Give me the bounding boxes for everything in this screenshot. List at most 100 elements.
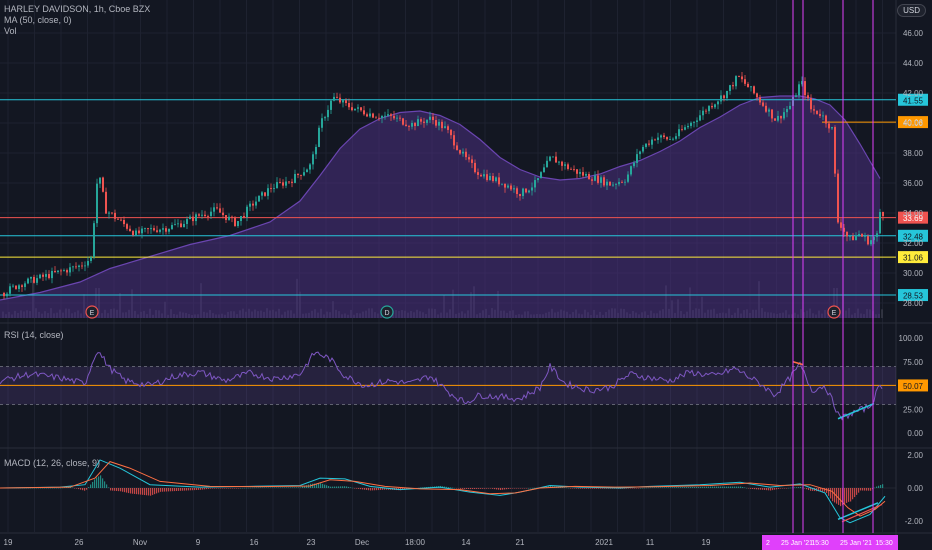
event-marker[interactable] — [827, 305, 841, 319]
macd-histogram-bar — [830, 488, 832, 499]
candle-body — [444, 126, 446, 129]
time-axis-label: Dec — [355, 538, 369, 547]
price-axis-label: 28.00 — [903, 299, 924, 308]
macd-histogram-bar — [294, 487, 296, 488]
time-badge-label: 15:30 — [811, 540, 829, 547]
macd-signal-line — [0, 461, 886, 517]
main-legend: HARLEY DAVIDSON, 1h, Cboe BZX MA (50, cl… — [4, 4, 150, 37]
macd-histogram-bar — [672, 487, 674, 488]
candle-body — [402, 118, 404, 125]
candle-body — [231, 216, 233, 218]
candle-body — [54, 270, 56, 272]
macd-trendline[interactable] — [841, 503, 883, 523]
candle-body — [132, 231, 134, 236]
macd-histogram-bar — [770, 488, 772, 491]
macd-histogram-bar — [444, 486, 446, 488]
macd-histogram-bar — [64, 487, 66, 489]
macd-histogram-bar — [586, 488, 588, 489]
candle-body — [603, 177, 605, 186]
macd-histogram-bar — [130, 488, 132, 494]
macd-legend[interactable]: MACD (12, 26, close, 9) — [4, 458, 101, 468]
candle-body — [735, 76, 737, 87]
macd-histogram-bar — [528, 487, 530, 489]
rsi-trendline[interactable] — [792, 361, 804, 366]
symbol-title[interactable]: HARLEY DAVIDSON, 1h, Cboe BZX — [4, 4, 151, 14]
candle-body — [243, 216, 245, 218]
candle-body — [783, 112, 785, 119]
vertical-markers[interactable] — [792, 0, 874, 533]
rsi-legend[interactable]: RSI (14, close) — [4, 330, 64, 340]
price-level-badge — [898, 289, 928, 302]
currency-badge[interactable]: USD — [897, 4, 926, 17]
ma-legend[interactable]: MA (50, close, 0) — [4, 15, 72, 25]
macd-histogram-bar — [232, 488, 234, 489]
macd-histogram-bar — [698, 486, 700, 488]
candle-body — [141, 228, 143, 234]
candle-body — [483, 174, 485, 177]
candle-body — [762, 102, 764, 106]
macd-trendline[interactable] — [837, 502, 879, 521]
macd-histogram-bar — [824, 488, 826, 492]
candle-body — [579, 172, 581, 174]
candle-body — [345, 100, 347, 104]
candle-body — [867, 236, 869, 245]
macd-histogram-bar — [206, 488, 208, 490]
candle-body — [807, 95, 809, 99]
macd-histogram-bar — [810, 488, 812, 491]
price-level-badge — [898, 93, 928, 106]
price-levels[interactable]: 41.55 40.06 33.69 32.48 31.06 28.53 — [0, 93, 928, 302]
macd-histogram-bar — [762, 488, 764, 490]
candle-body — [153, 228, 155, 231]
macd-histogram-bar — [138, 488, 140, 495]
candle-body — [585, 174, 587, 176]
volume-legend[interactable]: Vol — [4, 26, 17, 36]
macd-histogram-bar — [352, 487, 354, 489]
macd-histogram-bar — [638, 488, 640, 489]
candle-body — [654, 139, 656, 141]
candle-body — [636, 154, 638, 163]
candle-body — [834, 127, 836, 174]
macd-histogram-bar — [50, 487, 52, 489]
candle-body — [495, 177, 497, 182]
candle-body — [312, 154, 314, 165]
macd-histogram-bar — [304, 485, 306, 488]
price-level-badge — [898, 229, 928, 242]
macd-histogram-bar — [360, 488, 362, 490]
macd-histogram-bar — [562, 487, 564, 488]
macd-histogram-bar — [96, 477, 98, 488]
macd-histogram-bar — [516, 488, 518, 489]
macd-histogram-bar — [864, 488, 866, 491]
macd-histogram-bar — [480, 488, 482, 489]
macd-histogram-bar — [320, 483, 322, 488]
macd-histogram-bar — [350, 487, 352, 488]
macd-histogram-bar — [278, 487, 280, 488]
candle-body — [285, 181, 287, 186]
macd-histogram-bar — [706, 486, 708, 488]
event-marker[interactable] — [380, 305, 394, 319]
candle-body — [318, 127, 320, 147]
event-marker[interactable] — [85, 305, 99, 319]
rsi-trendline[interactable] — [837, 402, 875, 420]
candle-body — [180, 223, 182, 228]
macd-histogram-bar — [58, 487, 60, 489]
macd-histogram-bar — [868, 488, 870, 491]
macd-histogram-bar — [874, 487, 876, 489]
macd-histogram-bar — [804, 488, 806, 489]
macd-histogram-bar — [704, 486, 706, 488]
candle-body — [354, 108, 356, 111]
macd-histogram-bar — [716, 486, 718, 488]
candle-body — [126, 224, 128, 229]
candle-body — [177, 223, 179, 225]
macd-histogram-bar — [636, 488, 638, 489]
macd-histogram-bar — [356, 488, 358, 489]
candle-body — [66, 270, 68, 273]
candle-body — [192, 216, 194, 222]
macd-histogram-bar — [566, 487, 568, 489]
candle-body — [576, 169, 578, 174]
macd-histogram-bar — [188, 488, 190, 491]
macd-histogram-bar — [466, 488, 468, 489]
candle-body — [714, 104, 716, 108]
macd-histogram-bar — [244, 487, 246, 489]
